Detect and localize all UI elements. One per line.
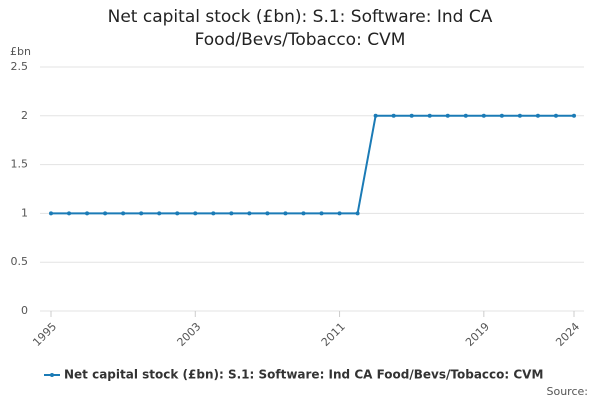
y-tick-label: 1 xyxy=(21,206,28,219)
x-tick-label: 2024 xyxy=(553,320,582,349)
point xyxy=(553,113,558,118)
point xyxy=(157,211,162,216)
y-tick-label: 0 xyxy=(21,304,28,317)
chart-title: Net capital stock (£bn): S.1: Software: … xyxy=(107,7,493,50)
legend-label: Net capital stock (£bn): S.1: Software: … xyxy=(64,368,543,382)
point xyxy=(211,211,216,216)
point xyxy=(301,211,306,216)
y-tick-label: 0.5 xyxy=(11,255,29,268)
point xyxy=(355,211,360,216)
point xyxy=(229,211,234,216)
point xyxy=(337,211,342,216)
legend-marker xyxy=(50,373,54,377)
x-tick-label: 2011 xyxy=(319,320,348,349)
point xyxy=(193,211,198,216)
point xyxy=(391,113,396,118)
point xyxy=(463,113,468,118)
point xyxy=(517,113,522,118)
point xyxy=(481,113,486,118)
point xyxy=(49,211,53,216)
x-tick-label: 2019 xyxy=(463,320,492,349)
source: Source: xyxy=(547,385,589,398)
point xyxy=(265,211,270,216)
x-tick-label: 1995 xyxy=(30,320,59,349)
point xyxy=(409,113,414,118)
point xyxy=(247,211,252,216)
line xyxy=(51,114,574,215)
point xyxy=(121,211,126,216)
y-tick-label: 2 xyxy=(21,109,28,122)
point xyxy=(572,113,576,118)
point xyxy=(499,113,504,118)
point xyxy=(445,113,450,118)
point xyxy=(85,211,90,216)
y-tick-label: 1.5 xyxy=(11,158,29,171)
point xyxy=(139,211,144,216)
point xyxy=(319,211,324,216)
y-tick-label: 2.5 xyxy=(11,60,29,73)
point xyxy=(283,211,288,216)
point xyxy=(373,113,378,118)
point xyxy=(103,211,108,216)
y-axis-label: £bn xyxy=(10,45,31,58)
x-tick-label: 2003 xyxy=(175,320,204,349)
point xyxy=(175,211,180,216)
point xyxy=(67,211,72,216)
point xyxy=(535,113,540,118)
point xyxy=(427,113,432,118)
